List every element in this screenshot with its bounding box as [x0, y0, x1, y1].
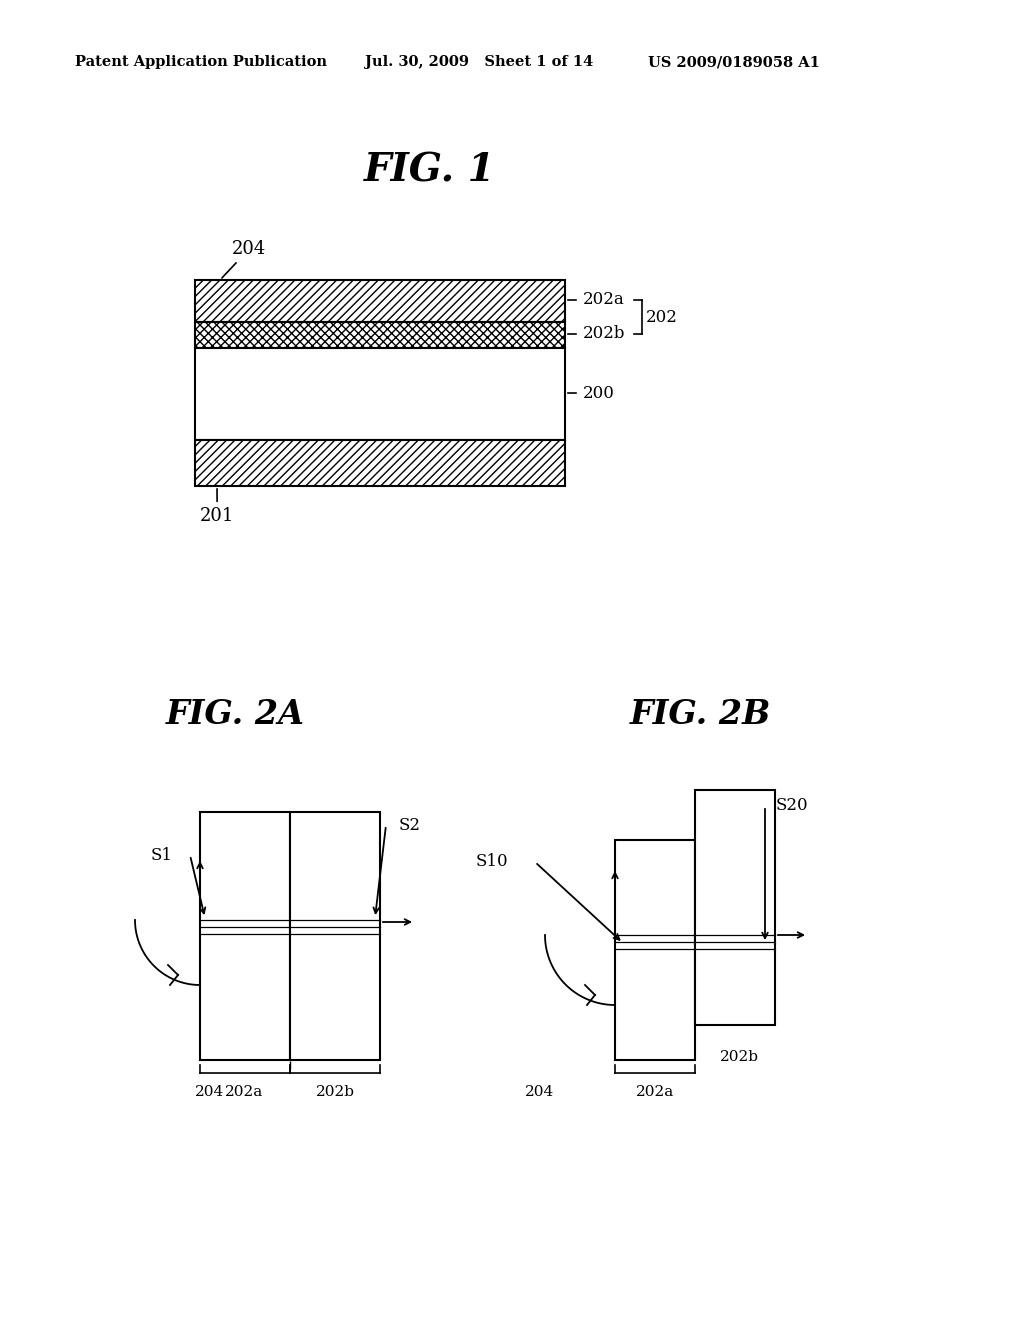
Bar	[200, 812, 290, 1060]
Text: FIG. 1: FIG. 1	[365, 150, 496, 189]
Text: 200: 200	[583, 384, 614, 401]
Text: Patent Application Publication: Patent Application Publication	[75, 55, 327, 69]
Bar	[615, 840, 695, 1060]
Text: 204: 204	[195, 1085, 224, 1100]
Text: S10: S10	[475, 854, 508, 870]
Text: 202a: 202a	[636, 1085, 674, 1100]
Text: FIG. 2A: FIG. 2A	[166, 698, 304, 731]
Bar	[195, 322, 565, 348]
Text: S1: S1	[151, 846, 173, 863]
Text: US 2009/0189058 A1: US 2009/0189058 A1	[648, 55, 820, 69]
Text: 201: 201	[200, 488, 234, 525]
Text: 202a: 202a	[583, 292, 625, 309]
Text: FIG. 2B: FIG. 2B	[630, 698, 771, 731]
Bar	[195, 322, 565, 348]
Text: 202b: 202b	[720, 1049, 759, 1064]
Text: 204: 204	[222, 240, 266, 279]
Text: 204: 204	[525, 1085, 554, 1100]
Bar	[695, 789, 775, 1026]
Text: 202b: 202b	[315, 1085, 354, 1100]
Bar	[195, 348, 565, 440]
Bar	[195, 440, 565, 486]
Text: 202b: 202b	[583, 326, 626, 342]
Text: S2: S2	[399, 817, 421, 833]
Bar	[195, 280, 565, 322]
Text: 202: 202	[646, 309, 678, 326]
Text: Jul. 30, 2009   Sheet 1 of 14: Jul. 30, 2009 Sheet 1 of 14	[365, 55, 593, 69]
Bar	[290, 812, 380, 1060]
Text: S20: S20	[776, 797, 809, 814]
Bar	[195, 440, 565, 486]
Bar	[195, 280, 565, 322]
Text: 202a: 202a	[225, 1085, 263, 1100]
